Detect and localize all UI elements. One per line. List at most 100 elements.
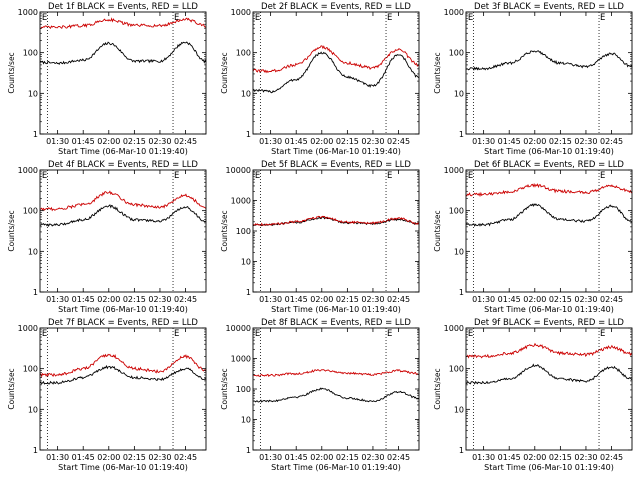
y-tick-label: 10 [28,89,38,98]
x-tick-label: 02:45 [600,137,623,146]
plot-frame [252,11,420,135]
y-axis-label: Counts/sec [433,368,442,409]
x-tick-label: 02:30 [148,137,171,146]
e-marker-1: E [468,329,473,339]
x-tick-label: 02:00 [523,295,546,304]
e-marker-1: E [468,171,473,181]
x-axis-label: Start Time (06-Mar-10 01:19:40) [484,463,614,472]
y-tick-label: 10 [454,405,464,414]
x-tick-label: 01:30 [259,295,282,304]
x-tick-label: 02:15 [123,295,146,304]
series-line-events [252,51,420,94]
x-tick-label: 02:30 [361,137,384,146]
x-axis-label: Start Time (06-Mar-10 01:19:40) [271,305,401,314]
x-tick-label: 02:30 [574,137,597,146]
e-marker-2: E [174,171,179,181]
panel-title: Det 9f BLACK = Events, RED = LLD [474,318,624,328]
x-axis-label: Start Time (06-Mar-10 01:19:40) [271,463,401,472]
series-line-lld [39,17,207,30]
e-marker-2: E [174,329,179,339]
y-tick-label: 100 [449,365,464,374]
e-marker-1: E [42,329,47,339]
x-tick-label: 02:45 [387,137,410,146]
y-tick-label: 1 [459,446,464,455]
series-line-events [39,204,207,228]
e-marker-2: E [387,171,392,181]
e-marker-2: E [174,13,179,23]
plot-frame [465,169,633,293]
e-marker-1: E [468,13,473,23]
x-tick-label: 02:15 [549,137,572,146]
x-axis-label: Start Time (06-Mar-10 01:19:40) [58,463,188,472]
y-tick-label: 1 [459,288,464,297]
x-tick-label: 01:45 [72,137,95,146]
x-tick-label: 02:15 [123,453,146,462]
x-axis-label: Start Time (06-Mar-10 01:19:40) [484,305,614,314]
series-line-events [465,203,633,227]
y-tick-label: 100 [23,49,38,58]
y-tick-label: 1 [246,446,251,455]
x-tick-label: 02:15 [336,295,359,304]
x-tick-label: 02:30 [361,295,384,304]
x-tick-label: 02:45 [387,453,410,462]
panel-title: Det 2f BLACK = Events, RED = LLD [261,2,411,12]
x-tick-label: 01:45 [498,137,521,146]
x-tick-label: 02:30 [148,453,171,462]
y-axis-label: Counts/sec [433,210,442,251]
x-tick-label: 02:00 [97,137,120,146]
x-tick-label: 01:45 [285,295,308,304]
e-marker-1: E [255,171,260,181]
x-tick-label: 02:45 [600,295,623,304]
panel-title: Det 4f BLACK = Events, RED = LLD [48,160,198,170]
y-tick-label: 10 [241,416,251,425]
y-axis-label: Counts/sec [220,210,229,251]
y-axis-label: Counts/sec [7,210,16,251]
y-tick-label: 100 [236,385,251,394]
y-tick-label: 1000 [18,166,38,175]
y-axis-label: Counts/sec [220,52,229,93]
y-tick-label: 1000 [231,197,251,206]
x-tick-label: 01:30 [46,453,69,462]
x-tick-label: 02:45 [600,453,623,462]
series-line-lld [252,215,420,226]
x-axis-label: Start Time (06-Mar-10 01:19:40) [484,147,614,156]
panel-title: Det 6f BLACK = Events, RED = LLD [474,160,624,170]
y-tick-label: 10 [28,247,38,256]
e-marker-1: E [42,13,47,23]
plot-frame [39,169,207,293]
e-marker-2: E [600,13,605,23]
x-tick-label: 02:15 [336,453,359,462]
y-tick-label: 100 [23,365,38,374]
x-tick-label: 02:00 [97,453,120,462]
y-tick-label: 100 [23,207,38,216]
series-line-lld [39,353,207,378]
series-line-lld [465,182,633,198]
plot-frame [465,327,633,451]
y-tick-label: 1 [33,130,38,139]
y-axis-label: Counts/sec [7,368,16,409]
x-tick-label: 02:15 [336,137,359,146]
y-axis-label: Counts/sec [7,52,16,93]
y-tick-label: 1000 [444,8,464,17]
x-tick-label: 02:45 [387,295,410,304]
y-axis-label: Counts/sec [220,368,229,409]
x-tick-label: 01:30 [259,453,282,462]
x-tick-label: 02:00 [310,295,333,304]
e-marker-2: E [600,329,605,339]
y-tick-label: 10 [28,405,38,414]
x-tick-label: 02:45 [174,295,197,304]
x-tick-label: 02:15 [549,295,572,304]
x-tick-label: 02:45 [174,453,197,462]
plot-frame [465,11,633,135]
y-tick-label: 1000 [18,324,38,333]
y-tick-label: 100 [449,49,464,58]
e-marker-2: E [600,171,605,181]
x-axis-label: Start Time (06-Mar-10 01:19:40) [58,147,188,156]
x-tick-label: 01:30 [46,137,69,146]
x-tick-label: 02:30 [574,453,597,462]
